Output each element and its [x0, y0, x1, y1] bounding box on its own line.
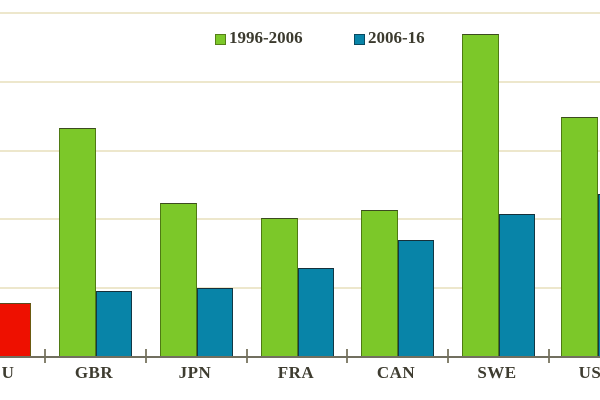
x-axis-label-jpn: JPN: [178, 363, 212, 382]
gridline: [0, 150, 600, 152]
bar-can-2006-16: [398, 240, 434, 357]
bar-fra-2006-16: [298, 268, 334, 357]
bar-u-2006-16: [0, 303, 31, 357]
legend-label-1996-2006: 1996-2006: [229, 28, 303, 47]
x-axis-label-can: CAN: [376, 363, 416, 382]
gridline: [0, 218, 600, 220]
bar-gbr-2006-16: [96, 291, 132, 357]
legend-label-2006-16: 2006-16: [368, 28, 425, 47]
chart-legend: 1996-2006 2006-16: [0, 26, 600, 50]
bar-jpn-1996-2006: [160, 203, 197, 357]
x-axis-line: [0, 356, 600, 358]
legend-swatch-2006-16-icon: [354, 34, 365, 45]
bar-swe-1996-2006: [462, 34, 499, 357]
x-axis-label-fra: FRA: [277, 363, 315, 382]
bar-can-1996-2006: [361, 210, 398, 357]
gridline: [0, 12, 600, 14]
bar-us-2006-16: [598, 194, 600, 357]
bar-swe-2006-16: [499, 214, 535, 357]
x-axis-label-swe: SWE: [477, 363, 517, 382]
bar-gbr-1996-2006: [59, 128, 96, 357]
x-axis-label-u: U: [1, 363, 15, 382]
x-axis-label-gbr: GBR: [74, 363, 114, 382]
bar-fra-1996-2006: [261, 218, 298, 357]
x-axis-label-us: US: [578, 363, 600, 382]
bar-us-1996-2006: [561, 117, 598, 357]
legend-swatch-1996-2006-icon: [215, 34, 226, 45]
bar-jpn-2006-16: [197, 288, 233, 357]
gridline: [0, 81, 600, 83]
